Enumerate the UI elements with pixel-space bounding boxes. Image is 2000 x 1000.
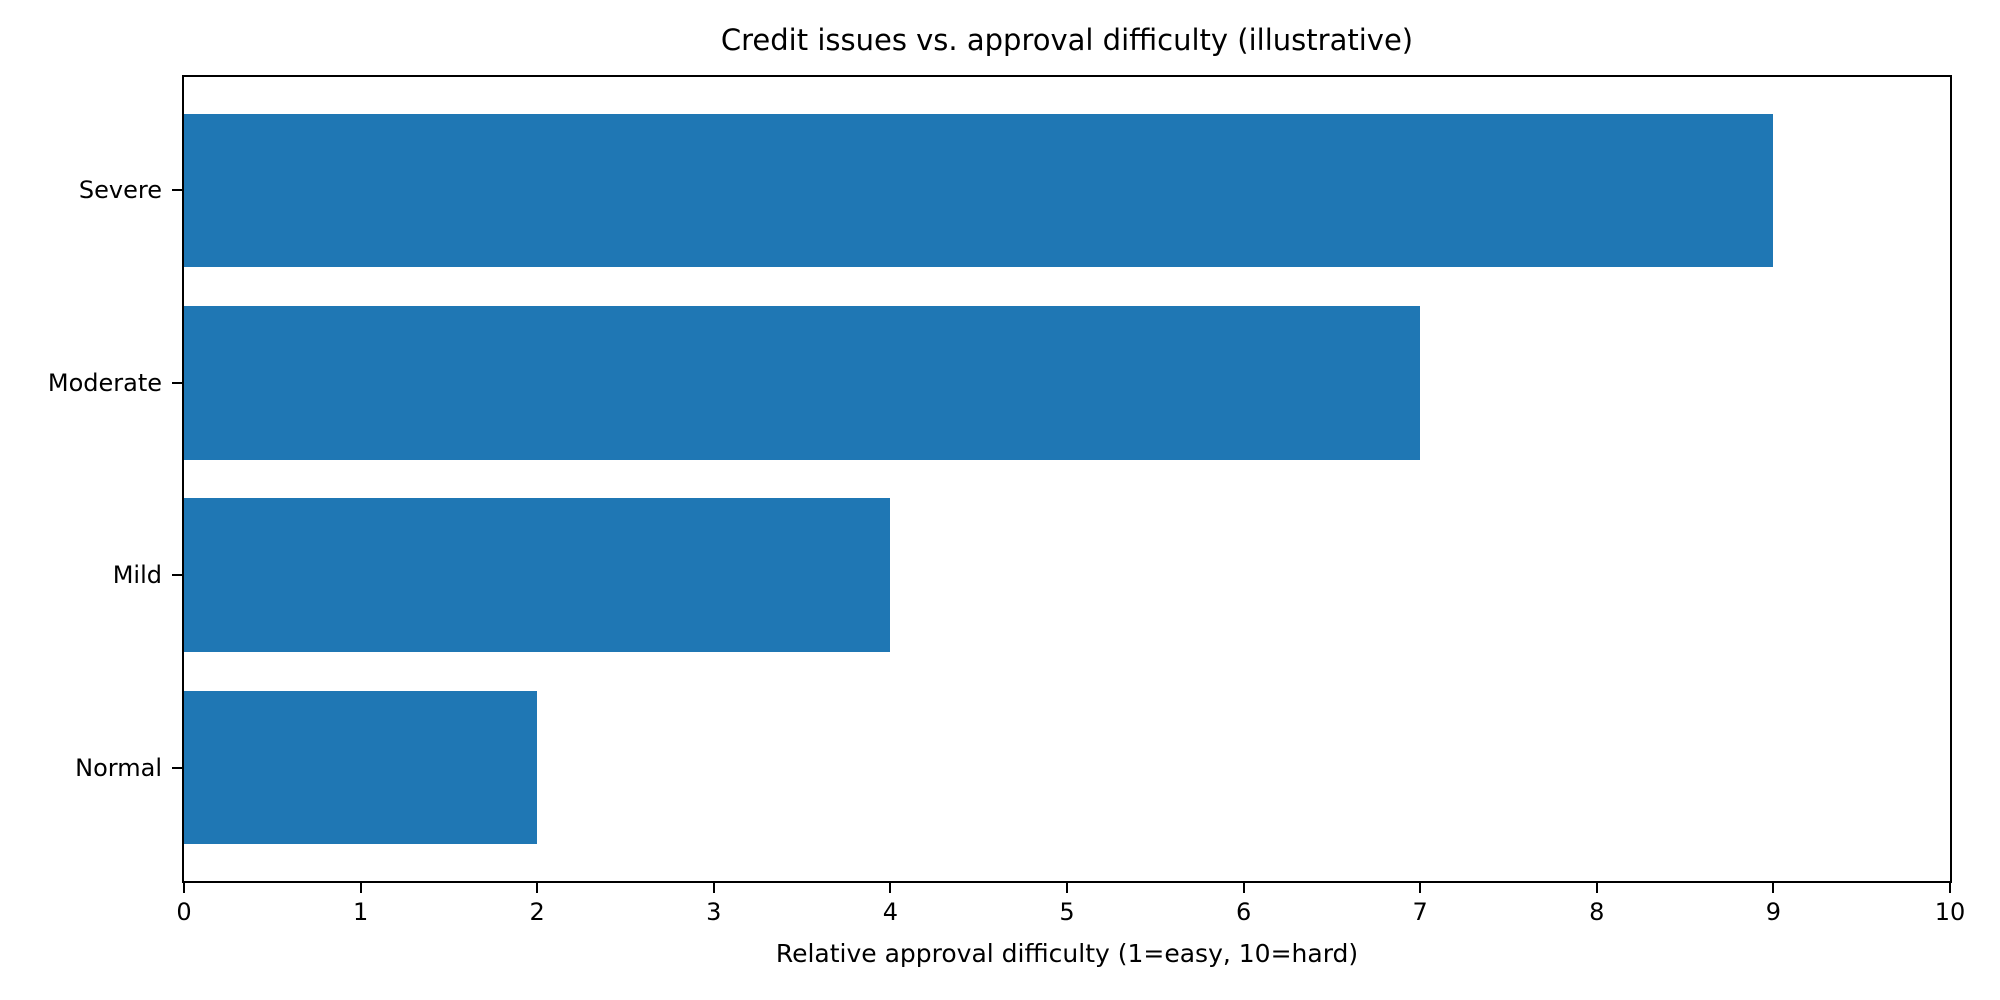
x-tick-label: 9 — [1765, 898, 1782, 926]
y-tick-mark — [172, 189, 184, 192]
y-tick-label: Mild — [112, 561, 162, 590]
x-tick-mark — [183, 881, 185, 893]
x-tick-label: 2 — [529, 898, 545, 926]
x-tick-label: 4 — [882, 898, 899, 926]
plot-area: Severe Moderate Mild Normal 0 1 2 3 4 5 6 7 8 9 10 — [48, 75, 1965, 926]
x-tick-mark — [889, 881, 892, 893]
x-tick-mark — [536, 881, 539, 893]
x-tick-mark — [359, 881, 362, 893]
x-tick-mark — [1949, 881, 1951, 893]
bar-severe — [184, 113, 1774, 268]
y-tick-mark — [172, 381, 184, 384]
x-tick-label: 8 — [1589, 898, 1605, 926]
bar-normal — [184, 690, 538, 845]
x-tick-mark — [1066, 881, 1068, 893]
x-tick-mark — [1419, 881, 1422, 893]
x-tick-label: 3 — [706, 898, 722, 926]
x-tick-label: 1 — [352, 898, 369, 926]
x-axis-label: Relative approval difficulty (1=easy, 10… — [775, 939, 1359, 968]
y-tick-mark — [172, 574, 184, 577]
x-tick-label: 5 — [1059, 898, 1075, 926]
bar-mild — [184, 498, 891, 653]
y-tick-label: Moderate — [47, 368, 162, 397]
x-tick-mark — [1242, 881, 1245, 893]
bar-moderate — [184, 305, 1421, 460]
x-tick-mark — [1595, 881, 1598, 893]
y-tick-mark — [172, 766, 184, 769]
x-tick-mark — [1772, 881, 1775, 893]
y-tick-label: Severe — [78, 176, 162, 205]
y-tick-label: Normal — [75, 753, 162, 782]
x-tick-label: 10 — [1934, 898, 1966, 926]
x-tick-label: 0 — [176, 898, 192, 926]
x-tick-mark — [712, 881, 715, 893]
x-tick-label: 6 — [1235, 898, 1252, 926]
x-tick-label: 7 — [1412, 898, 1428, 926]
chart-title: Credit issues vs. approval difficulty (i… — [720, 23, 1414, 57]
